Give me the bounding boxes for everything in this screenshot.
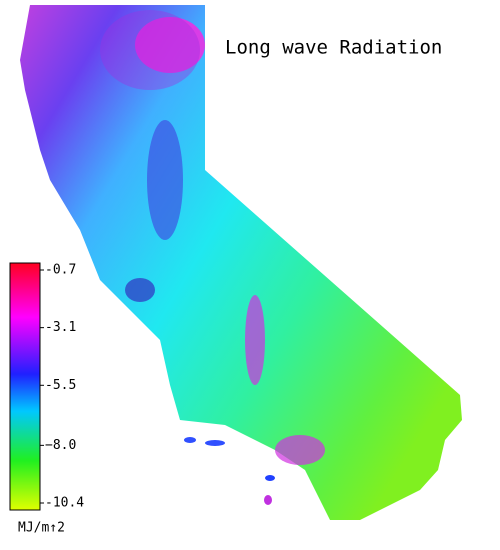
california-map [20, 5, 462, 520]
tick-label: -0.7 [45, 263, 76, 278]
tick-label: -10.4 [45, 496, 84, 511]
colorbar [9, 262, 41, 511]
colorbar-ticks: -0.7 -3.1 -5.5 −8.0 -10.4 [40, 263, 84, 511]
tick-label: -5.5 [45, 378, 76, 393]
tick-label: -3.1 [45, 320, 76, 335]
tick-label: −8.0 [45, 438, 76, 453]
map-title: Long wave Radiation [225, 37, 442, 59]
colorbar-unit: MJ/m↑2 [18, 521, 65, 536]
